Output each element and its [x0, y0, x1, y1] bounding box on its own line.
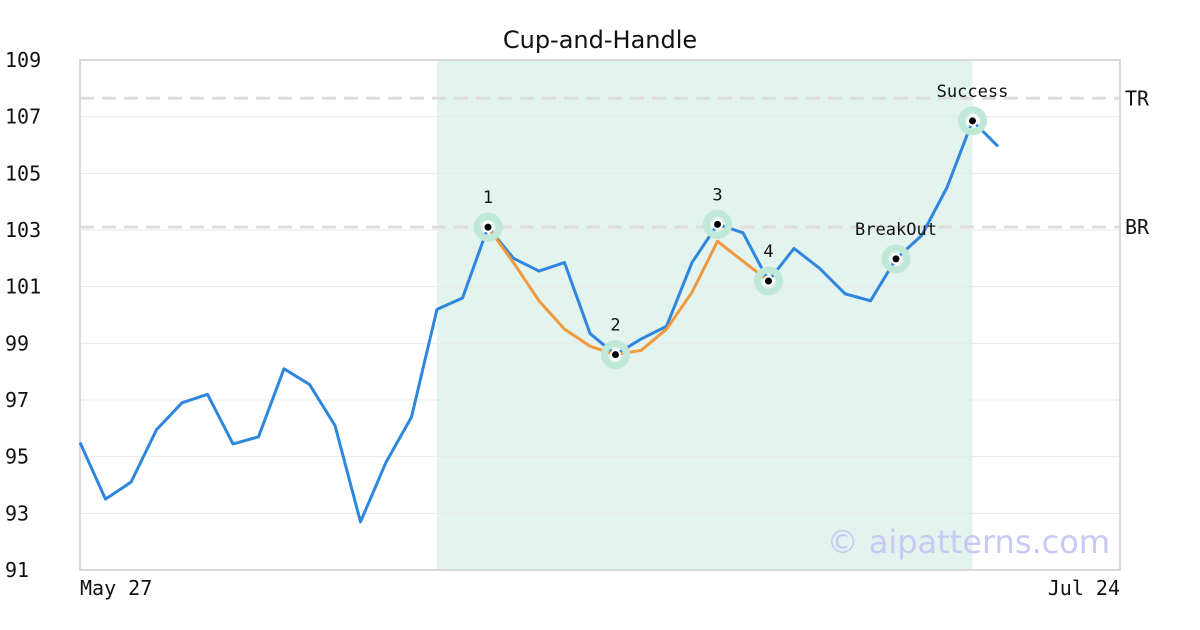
y-tick-label: 105 — [5, 161, 41, 185]
y-axis-ticks: 91 93 95 97 99 101 103 105 107 109 — [5, 48, 41, 582]
price-line — [78, 119, 1000, 524]
y-tick-label: 107 — [5, 105, 41, 129]
point-marker-ring — [881, 244, 911, 274]
x-tick-label-start: May 27 — [80, 576, 152, 600]
y-tick-label: 95 — [5, 445, 29, 469]
highlight-rect — [437, 60, 973, 570]
point-marker-ring — [703, 209, 732, 239]
y-tick-label: 91 — [5, 558, 29, 582]
point-label: 2 — [610, 316, 620, 336]
level-lines: TR BR — [80, 86, 1150, 239]
x-tick-label-end: Jul 24 — [1048, 576, 1120, 600]
point-marker — [763, 275, 774, 287]
level-label: BR — [1125, 215, 1150, 239]
y-tick-label: 101 — [5, 275, 41, 299]
point-label: 1 — [483, 188, 493, 208]
point-marker-ring — [601, 340, 630, 370]
pattern-highlight-region — [437, 60, 973, 570]
point-marker-ring — [473, 212, 503, 242]
point-marker — [712, 218, 723, 230]
point-marker — [890, 253, 902, 265]
level-label: TR — [1125, 86, 1150, 110]
y-tick-label: 103 — [5, 218, 41, 242]
point-marker-ring — [754, 266, 783, 296]
plot-frame — [79, 59, 1121, 571]
y-tick-label: 99 — [5, 331, 29, 355]
pattern-points: 1 2 3 4 BreakOut Success — [473, 82, 1009, 370]
chart-title: Cup-and-Handle — [503, 26, 697, 54]
point-label: 4 — [763, 242, 773, 262]
y-tick-label: 97 — [5, 388, 29, 412]
point-marker — [967, 115, 978, 127]
point-marker-ring — [958, 106, 987, 136]
point-marker — [482, 221, 494, 233]
point-label: Success — [937, 82, 1009, 102]
y-tick-label: 109 — [5, 48, 41, 72]
point-label: 3 — [712, 185, 722, 205]
point-marker — [610, 349, 621, 361]
y-tick-label: 93 — [5, 501, 29, 525]
point-label: BreakOut — [855, 220, 937, 240]
watermark: © aipatterns.com — [827, 523, 1110, 561]
